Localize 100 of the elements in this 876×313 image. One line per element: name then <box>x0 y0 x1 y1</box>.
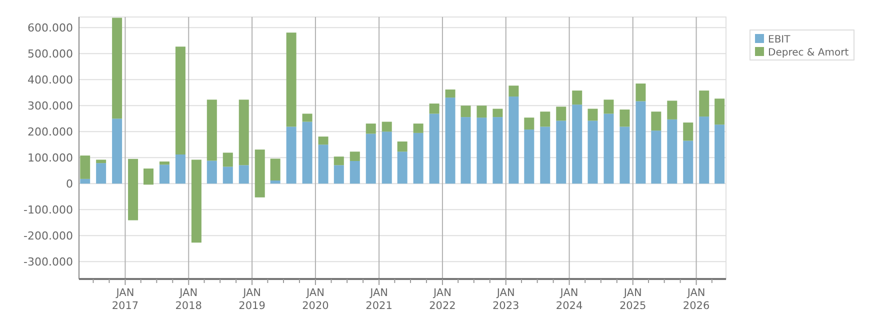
bar <box>588 108 598 121</box>
bar <box>254 150 265 198</box>
x-tick-label: JAN 2021 <box>366 287 392 312</box>
bar <box>159 164 170 184</box>
bar <box>699 116 710 184</box>
bar <box>683 140 694 184</box>
bar <box>699 90 710 117</box>
bar <box>397 142 408 152</box>
y-tick-label: 200.000 <box>28 125 73 138</box>
bar <box>508 96 519 184</box>
bar <box>524 130 534 184</box>
bar <box>318 136 328 145</box>
bar <box>683 122 694 141</box>
bar <box>80 156 90 179</box>
bar <box>128 158 138 220</box>
bar <box>334 165 344 184</box>
bar <box>366 134 376 184</box>
bar <box>112 18 122 119</box>
bar <box>397 152 408 184</box>
bar <box>382 122 392 132</box>
bar <box>429 114 440 184</box>
bar <box>556 120 566 184</box>
bar <box>112 118 122 184</box>
y-tick-label: 600.000 <box>28 22 73 35</box>
bar <box>80 178 90 184</box>
bar <box>667 119 678 184</box>
bar <box>620 110 630 127</box>
bar <box>508 86 519 97</box>
bar <box>206 160 217 184</box>
bar <box>651 112 662 131</box>
bar <box>96 163 106 184</box>
bar <box>302 122 312 184</box>
bar <box>540 112 550 127</box>
legend-label: EBIT <box>768 34 792 46</box>
bar <box>572 90 582 105</box>
x-tick-label: JAN 2019 <box>238 287 266 312</box>
bar <box>636 84 646 102</box>
y-tick-label: -300.000 <box>24 255 73 268</box>
bar <box>350 152 360 161</box>
bar <box>714 98 725 125</box>
bar <box>175 46 186 154</box>
bar <box>366 124 376 134</box>
bar <box>476 106 487 118</box>
bar <box>96 160 106 164</box>
bar <box>572 104 582 184</box>
bar <box>460 117 471 184</box>
bar <box>588 120 598 184</box>
bar <box>238 100 249 166</box>
bar <box>492 108 503 118</box>
x-tick-label: JAN 2020 <box>302 287 329 312</box>
x-tick-label: JAN 2023 <box>492 287 520 312</box>
bar <box>636 101 646 184</box>
x-tick-label: JAN 2025 <box>620 287 646 312</box>
bar <box>445 98 456 184</box>
bar <box>413 124 424 133</box>
bar <box>286 126 296 184</box>
bar <box>238 165 249 184</box>
bar <box>222 166 233 184</box>
bar <box>604 100 614 114</box>
y-tick-label: 100.000 <box>28 151 73 164</box>
bar <box>270 180 280 184</box>
bar <box>302 114 312 122</box>
bar <box>476 118 487 184</box>
bar <box>334 156 344 166</box>
bar <box>270 158 280 180</box>
y-tick-label: 300.000 <box>28 99 73 112</box>
bar <box>445 90 456 98</box>
y-tick-label: -100.000 <box>24 203 73 216</box>
bar <box>222 152 233 167</box>
bar <box>492 117 503 184</box>
bar <box>350 160 360 184</box>
y-tick-label: 500.000 <box>28 48 73 60</box>
bar <box>556 106 566 121</box>
bar <box>413 132 424 184</box>
bar <box>159 162 170 165</box>
bar <box>604 114 614 184</box>
bar <box>540 126 550 184</box>
y-tick-label: -200.000 <box>24 229 73 242</box>
y-tick-label: 0 <box>66 177 73 190</box>
legend-label: Deprec & Amort <box>768 48 849 58</box>
bar <box>206 100 217 161</box>
x-tick-label: JAN 2026 <box>682 287 710 312</box>
bar <box>620 126 630 184</box>
y-tick-label: 400.000 <box>28 73 73 86</box>
x-tick-label: JAN 2018 <box>175 287 202 312</box>
x-tick-label: JAN 2024 <box>556 287 583 312</box>
bar <box>524 118 534 130</box>
bar <box>318 144 328 184</box>
bar <box>667 100 678 120</box>
bar <box>429 104 440 114</box>
bar <box>714 124 725 184</box>
bar <box>175 154 186 184</box>
bar <box>651 130 662 184</box>
bar <box>460 106 471 118</box>
bar <box>382 132 392 184</box>
bar <box>143 168 154 185</box>
x-tick-label: JAN 2022 <box>429 287 456 312</box>
bar <box>191 160 202 243</box>
bar <box>286 32 296 127</box>
x-tick-label: JAN 2017 <box>112 287 139 312</box>
